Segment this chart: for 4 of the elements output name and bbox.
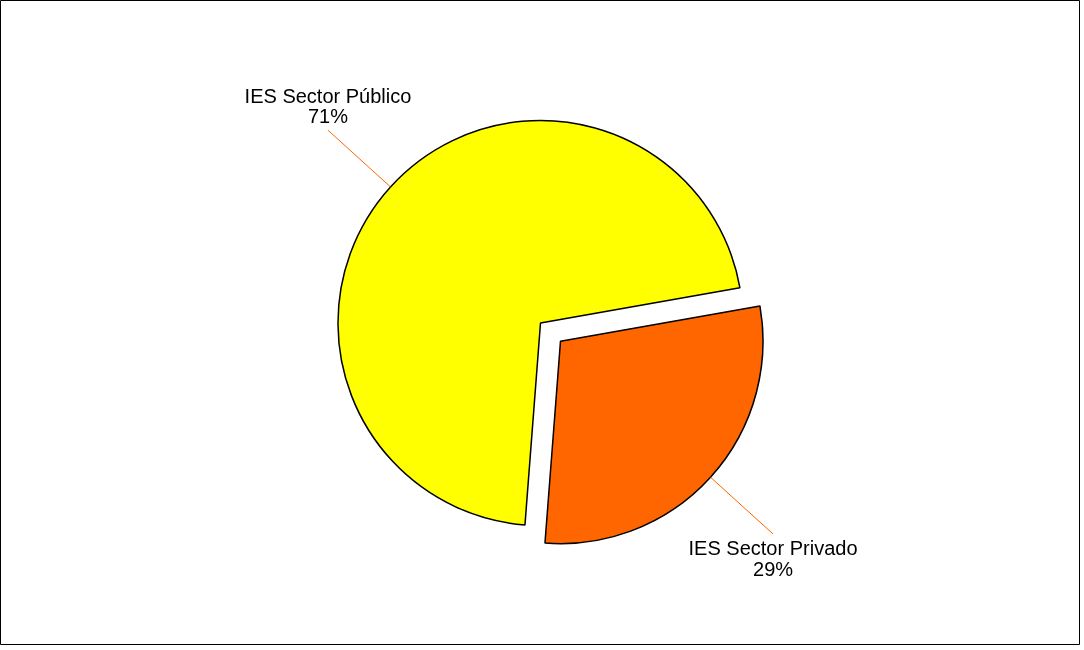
slice-label: IES Sector Privado	[688, 537, 858, 560]
slice-label: IES Sector Público	[244, 84, 412, 107]
data-label: 29%	[753, 557, 794, 580]
data-label: 71%	[307, 104, 349, 127]
